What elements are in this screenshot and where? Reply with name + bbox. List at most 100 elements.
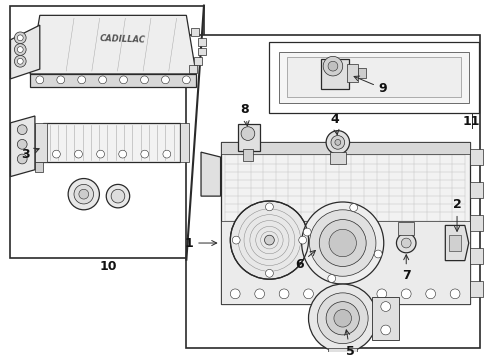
Bar <box>372 297 399 340</box>
Polygon shape <box>43 123 179 162</box>
Circle shape <box>255 289 265 299</box>
Circle shape <box>266 203 273 211</box>
Circle shape <box>426 289 436 299</box>
Circle shape <box>74 184 94 204</box>
Circle shape <box>329 229 356 257</box>
Circle shape <box>265 235 274 245</box>
Circle shape <box>17 47 23 53</box>
Circle shape <box>182 76 190 84</box>
Bar <box>470 248 484 264</box>
Circle shape <box>310 210 376 276</box>
Circle shape <box>331 136 344 149</box>
Bar <box>186 35 480 347</box>
Bar <box>10 6 204 258</box>
Bar <box>330 152 345 164</box>
Circle shape <box>141 76 148 84</box>
Circle shape <box>309 284 377 352</box>
Circle shape <box>401 289 411 299</box>
Bar <box>346 64 358 82</box>
Circle shape <box>328 289 338 299</box>
Circle shape <box>319 220 366 266</box>
Bar <box>220 221 470 303</box>
Circle shape <box>74 150 82 158</box>
Circle shape <box>396 233 416 253</box>
Bar <box>398 221 414 235</box>
Circle shape <box>377 289 387 299</box>
Circle shape <box>328 61 338 71</box>
Text: 1: 1 <box>184 237 217 249</box>
Polygon shape <box>35 162 43 172</box>
Circle shape <box>232 236 240 244</box>
Bar <box>198 38 206 46</box>
Polygon shape <box>445 225 469 261</box>
Text: 10: 10 <box>99 260 117 273</box>
Text: 4: 4 <box>331 113 339 135</box>
Text: 9: 9 <box>354 76 388 95</box>
Circle shape <box>279 289 289 299</box>
Circle shape <box>326 131 349 154</box>
Circle shape <box>163 150 171 158</box>
Circle shape <box>162 76 170 84</box>
Polygon shape <box>279 51 469 103</box>
Text: CADILLAC: CADILLAC <box>100 35 146 45</box>
Circle shape <box>120 76 127 84</box>
Circle shape <box>17 139 27 149</box>
Circle shape <box>335 139 341 145</box>
Circle shape <box>374 250 382 258</box>
Circle shape <box>14 44 26 55</box>
Circle shape <box>302 202 384 284</box>
Circle shape <box>119 150 126 158</box>
Text: 8: 8 <box>241 103 249 126</box>
Text: 11: 11 <box>463 115 481 128</box>
Circle shape <box>303 228 311 236</box>
Polygon shape <box>10 116 35 177</box>
Bar <box>321 59 348 89</box>
Circle shape <box>241 127 255 140</box>
Circle shape <box>79 189 89 199</box>
Bar <box>35 123 47 162</box>
Text: 5: 5 <box>344 330 354 357</box>
Polygon shape <box>287 57 461 98</box>
Circle shape <box>14 32 26 44</box>
Bar <box>470 182 484 198</box>
Circle shape <box>97 150 104 158</box>
Circle shape <box>328 275 336 282</box>
Circle shape <box>68 179 99 210</box>
Bar <box>220 143 470 154</box>
Circle shape <box>450 289 460 299</box>
Bar <box>307 234 339 246</box>
Circle shape <box>141 150 148 158</box>
Bar <box>328 347 357 360</box>
Bar <box>470 149 484 165</box>
Circle shape <box>299 236 307 244</box>
Bar <box>243 149 253 161</box>
Circle shape <box>401 238 411 248</box>
Bar <box>238 124 260 151</box>
Text: 3: 3 <box>22 148 39 161</box>
Bar <box>449 235 461 251</box>
Circle shape <box>381 325 391 335</box>
Polygon shape <box>30 15 196 74</box>
Circle shape <box>323 57 343 76</box>
Circle shape <box>304 289 314 299</box>
Circle shape <box>106 184 130 208</box>
Bar <box>358 68 366 78</box>
Circle shape <box>334 310 351 327</box>
Circle shape <box>352 289 362 299</box>
Bar <box>470 215 484 231</box>
Circle shape <box>57 76 65 84</box>
Bar <box>191 28 199 36</box>
Circle shape <box>230 289 240 299</box>
Bar <box>189 65 197 73</box>
Circle shape <box>17 154 27 164</box>
Circle shape <box>17 58 23 64</box>
Circle shape <box>17 125 27 135</box>
Bar <box>242 213 297 267</box>
Circle shape <box>230 201 309 279</box>
Polygon shape <box>201 152 220 196</box>
Bar <box>220 143 470 303</box>
Circle shape <box>381 302 391 311</box>
Bar <box>198 48 206 55</box>
Bar <box>179 123 189 162</box>
Circle shape <box>266 269 273 277</box>
